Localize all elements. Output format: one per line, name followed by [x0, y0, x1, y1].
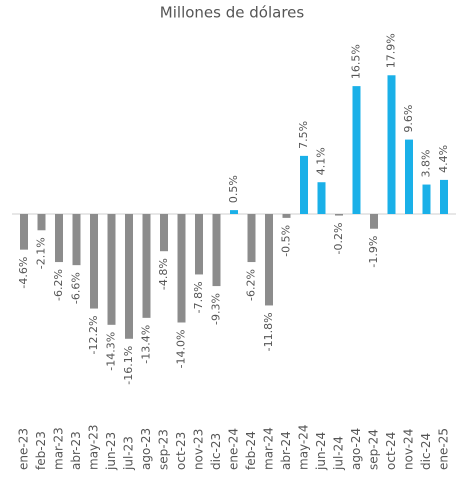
- x-tick-label: nov-23: [192, 429, 206, 470]
- x-tick-label: jul-24: [332, 436, 346, 471]
- bar: [300, 155, 308, 214]
- bar: [160, 214, 168, 252]
- value-label: -16.1%: [122, 346, 135, 385]
- value-label: -12.2%: [87, 316, 100, 355]
- value-label: -0.2%: [332, 223, 345, 255]
- bar: [107, 214, 116, 325]
- x-tick-label: ene-23: [17, 428, 31, 470]
- x-tick-label: mar-24: [262, 427, 276, 470]
- value-label: -0.5%: [280, 225, 293, 257]
- x-tick-label: oct-23: [174, 432, 188, 470]
- value-label: -11.8%: [262, 312, 275, 351]
- bar: [422, 184, 431, 214]
- x-tick-label: ago-24: [349, 428, 363, 470]
- value-label: -4.6%: [17, 257, 30, 289]
- value-label: 17.9%: [385, 33, 398, 68]
- value-label: -4.8%: [157, 258, 170, 290]
- bar: [212, 214, 221, 287]
- bar: [37, 214, 46, 231]
- value-label: -2.1%: [35, 237, 48, 269]
- x-tick-label: ene-25: [437, 428, 451, 470]
- bar: [90, 214, 98, 309]
- x-tick-label: may-23: [87, 424, 101, 470]
- value-label: -13.4%: [140, 325, 153, 364]
- bar: [195, 214, 203, 275]
- x-tick-label: dic-23: [209, 433, 223, 470]
- x-tick-label: feb-23: [34, 431, 48, 470]
- value-label: -7.8%: [192, 281, 205, 313]
- x-tick-label: sep-23: [157, 429, 171, 470]
- value-label: 9.6%: [402, 105, 415, 133]
- bar: [230, 210, 238, 214]
- value-label: 0.5%: [227, 175, 240, 203]
- value-label: 7.5%: [297, 121, 310, 149]
- bar: [282, 214, 291, 218]
- value-label: 4.1%: [315, 147, 328, 175]
- bar: [55, 214, 63, 263]
- x-tick-label: feb-24: [244, 431, 258, 470]
- value-label: -6.6%: [70, 272, 83, 304]
- bar: [142, 214, 151, 318]
- bar: [335, 214, 343, 216]
- x-tick-label: jun-23: [104, 432, 118, 471]
- value-label: 16.5%: [350, 44, 363, 79]
- x-tick-label: dic-24: [419, 433, 433, 470]
- bar: [317, 182, 326, 214]
- bar: [440, 179, 448, 214]
- bar: [72, 214, 81, 266]
- bar: [370, 214, 378, 229]
- bar: [352, 86, 361, 214]
- x-tick-label: jun-24: [314, 432, 328, 471]
- bar: [247, 214, 256, 263]
- x-tick-label: abr-23: [69, 431, 83, 470]
- x-tick-label: ago-23: [139, 428, 153, 470]
- value-label: 3.8%: [420, 150, 433, 178]
- bar: [387, 75, 396, 215]
- bar: [265, 214, 273, 306]
- value-label: 4.4%: [437, 145, 450, 173]
- value-label: -14.3%: [105, 332, 118, 371]
- x-tick-label: jul-23: [122, 436, 136, 471]
- value-label: -6.2%: [52, 269, 65, 301]
- x-tick-label: ene-24: [227, 428, 241, 470]
- value-label: -6.2%: [245, 269, 258, 301]
- chart-title: Millones de dólares: [160, 4, 305, 22]
- x-tick-label: abr-24: [279, 431, 293, 470]
- value-label: -9.3%: [210, 293, 223, 325]
- bar: [20, 214, 28, 250]
- bar: [177, 214, 186, 323]
- x-tick-label: nov-24: [402, 429, 416, 470]
- x-tick-label: mar-23: [52, 427, 66, 470]
- value-label: -14.0%: [175, 330, 188, 369]
- value-label: -1.9%: [367, 236, 380, 268]
- bar: [125, 214, 133, 339]
- x-tick-label: may-24: [297, 424, 311, 470]
- x-tick-label: oct-24: [384, 432, 398, 470]
- x-tick-label: sep-24: [367, 429, 381, 470]
- bar: [405, 139, 413, 214]
